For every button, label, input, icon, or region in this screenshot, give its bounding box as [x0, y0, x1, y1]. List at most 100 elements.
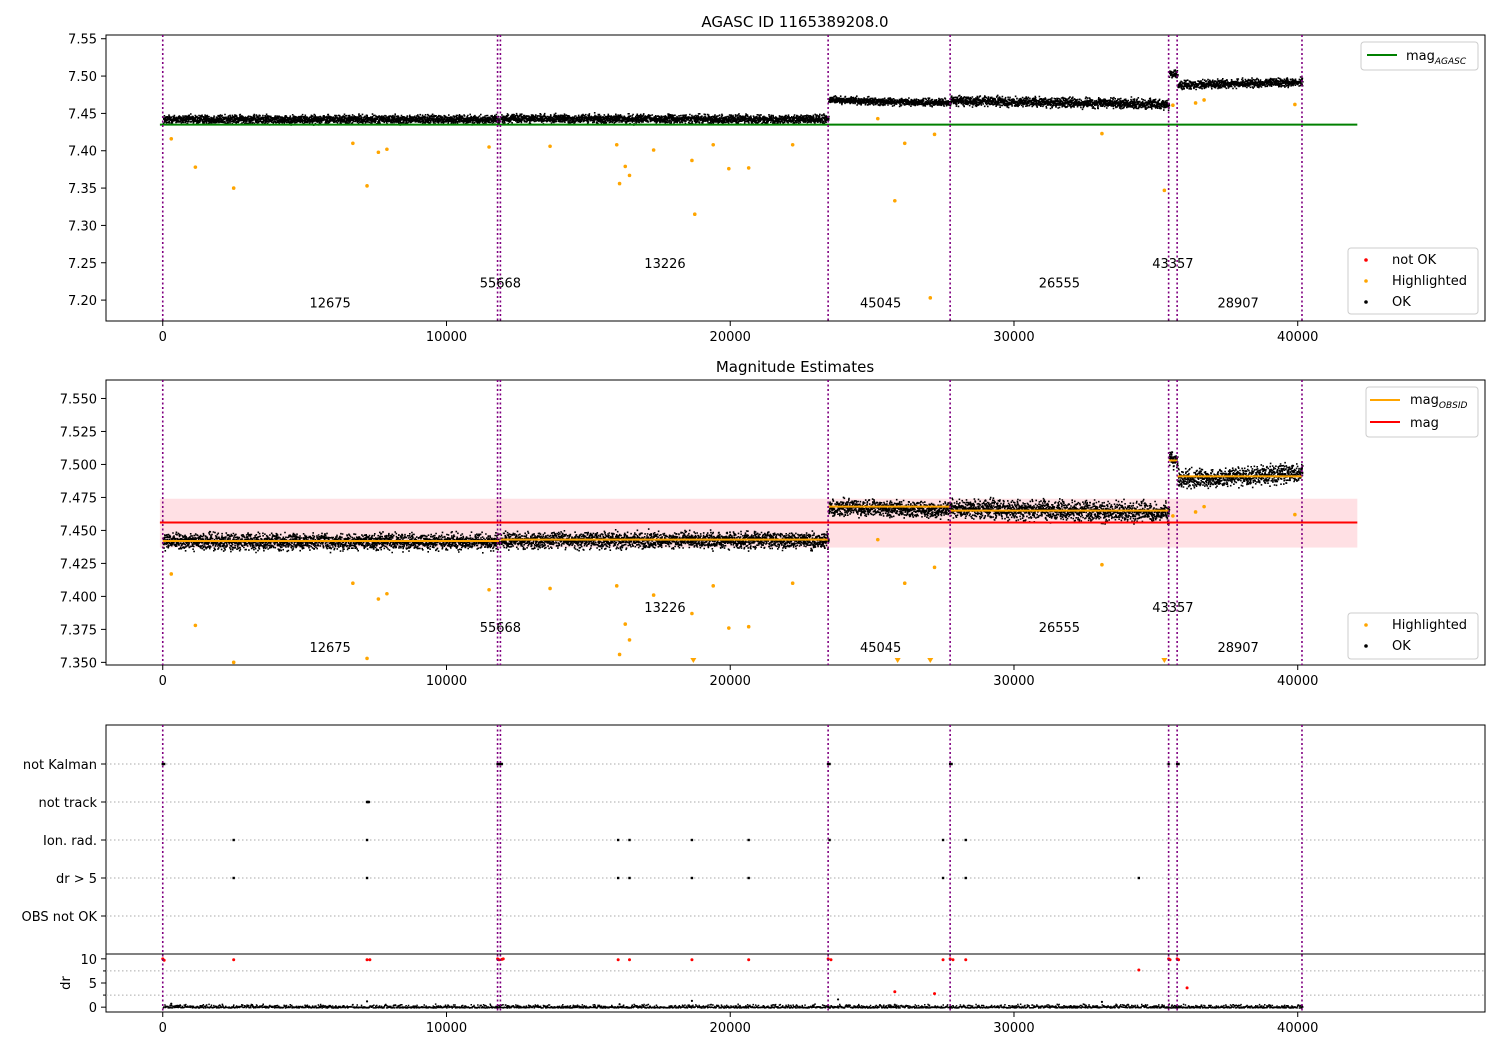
legend-label-main: mag	[1410, 393, 1439, 408]
flag-point	[161, 762, 164, 766]
y-tick-label: 7.25	[68, 257, 97, 272]
highlighted-point	[932, 132, 937, 137]
highlighted-point	[1202, 98, 1206, 102]
flag-point	[365, 838, 369, 842]
flag-point	[367, 800, 370, 804]
dr-not-ok-point	[1137, 968, 1141, 972]
highlighted-point	[365, 656, 369, 661]
flag-point	[828, 762, 831, 766]
not-ok-legend-marker	[1364, 258, 1368, 262]
dr-not-ok-point	[368, 958, 372, 962]
highlighted-point	[1162, 188, 1167, 193]
flag-point	[941, 876, 945, 880]
clipped-highlighted-marker	[1161, 658, 1168, 663]
highlighted-point	[627, 173, 632, 178]
ok-points	[950, 94, 1171, 111]
x-tick-label: 0	[159, 330, 167, 345]
y-tick-label: 7.425	[60, 557, 97, 572]
flag-point	[162, 762, 166, 766]
highlighted-point	[902, 141, 907, 146]
highlighted-point	[727, 166, 731, 171]
highlighted-point	[1193, 510, 1198, 514]
mag-obsid-legend-label: magOBSID	[1410, 393, 1468, 411]
clipped-highlighted-marker	[690, 658, 697, 663]
dr-not-ok-point	[747, 958, 751, 962]
flag-point	[232, 838, 235, 842]
highlighted-point	[627, 638, 632, 642]
line-legend: magOBSID mag	[1365, 386, 1479, 438]
highlighted-point	[790, 581, 795, 585]
highlighted-point	[746, 166, 751, 170]
highlighted-point	[1171, 514, 1175, 518]
dr-not-ok-point	[893, 990, 897, 994]
highlighted-point	[365, 184, 369, 188]
obsid-label: 26555	[1039, 621, 1080, 636]
panel-title: AGASC ID 1165389208.0	[701, 13, 888, 31]
highlighted-point	[487, 587, 491, 592]
obsid-label: 43357	[1152, 257, 1193, 272]
ok-points	[162, 113, 501, 126]
line-legend: magAGASC	[1360, 41, 1479, 71]
y-tick-label: 7.350	[60, 656, 97, 671]
highlighted-point	[231, 186, 236, 190]
dr-not-ok-point	[829, 958, 833, 962]
x-tick-label: 30000	[993, 1021, 1034, 1036]
point-legend: Highlighted OK	[1347, 612, 1479, 660]
legend-label-subscript: OBSID	[1439, 401, 1468, 411]
flag-point	[628, 838, 631, 842]
y-tick-label: 7.30	[68, 219, 97, 234]
dr-not-ok-point	[232, 958, 236, 962]
ok-legend-marker	[1364, 644, 1368, 648]
flag-point	[1137, 876, 1141, 880]
dr-not-ok-point	[690, 958, 694, 962]
flag-point	[690, 838, 694, 842]
flag-point	[948, 762, 952, 766]
dr-ok-point	[690, 999, 694, 1002]
highlighted-point	[893, 198, 897, 203]
dr-not-ok-point	[964, 958, 968, 962]
y-tick-label: 7.45	[68, 107, 97, 122]
highlighted-legend-label: Highlighted	[1392, 274, 1467, 289]
dr-ok-point	[170, 1002, 173, 1005]
highlighted-point	[1193, 101, 1198, 105]
highlighted-point	[727, 626, 731, 630]
clipped-highlighted-marker	[927, 658, 934, 663]
ok-points	[950, 496, 1171, 525]
ok-points	[1168, 69, 1179, 79]
highlighted-point	[902, 581, 907, 585]
flag-point	[747, 876, 750, 880]
flag-point	[1167, 762, 1170, 766]
dr-ok-point	[365, 1000, 369, 1003]
magnitude-estimates-panel: Magnitude Estimates 0 10000 20000 30000 4000…	[60, 358, 1486, 689]
flags-panel: dr 0 10000 20000 30000 40000 not Kalman not tr…	[22, 724, 1486, 1036]
not-ok-legend-label: not OK	[1392, 253, 1437, 268]
legend-label-main: mag	[1406, 49, 1435, 64]
highlighted-point	[690, 158, 694, 163]
highlighted-point	[928, 296, 933, 300]
dr-not-ok-point	[501, 957, 505, 961]
x-tick-label: 0	[159, 1021, 167, 1036]
highlighted-point	[385, 147, 389, 152]
flag-point	[828, 838, 831, 842]
flag-point	[500, 762, 504, 766]
highlighted-point	[711, 584, 716, 588]
x-tick-label: 10000	[426, 674, 467, 689]
highlighted-point	[548, 144, 552, 149]
x-tick-label: 40000	[1277, 674, 1318, 689]
highlighted-point	[875, 537, 880, 542]
panel-title: Magnitude Estimates	[716, 358, 874, 376]
flag-point	[964, 876, 967, 880]
ok-legend-label: OK	[1392, 639, 1411, 654]
highlighted-point	[614, 584, 619, 588]
flag-point	[950, 762, 953, 766]
highlighted-point	[1202, 504, 1206, 509]
highlighted-point	[692, 212, 697, 217]
flag-point	[232, 876, 235, 880]
flag-point	[616, 876, 620, 880]
x-tick-label: 10000	[426, 1021, 467, 1036]
dr-ok-point	[618, 1003, 621, 1006]
obsid-label: 45045	[860, 641, 901, 656]
flag-row-label: OBS not OK	[22, 910, 98, 925]
dr-not-ok-point	[951, 958, 955, 962]
obsid-label: 45045	[860, 297, 901, 312]
